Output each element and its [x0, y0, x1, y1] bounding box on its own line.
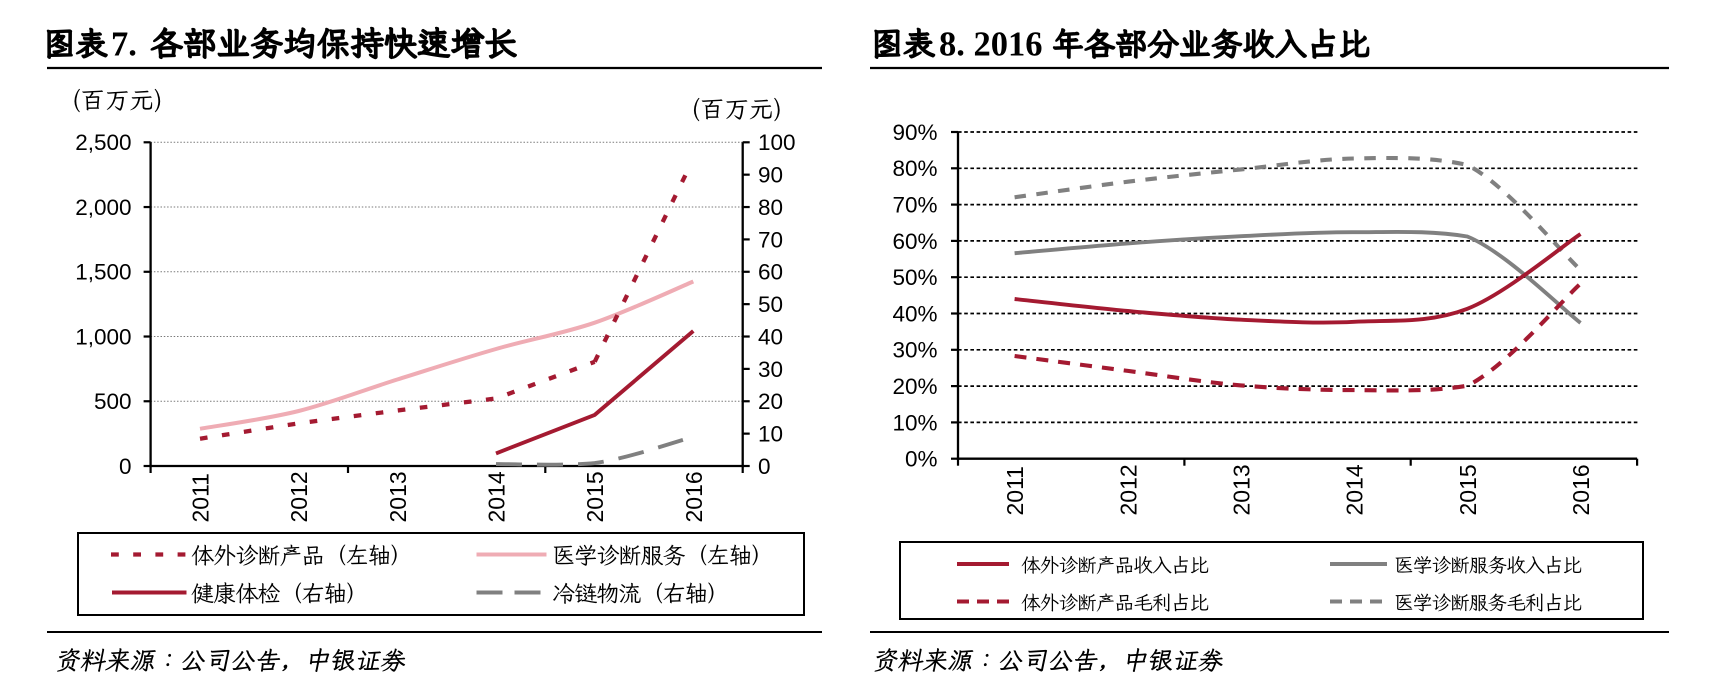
svg-text:0: 0	[119, 454, 132, 479]
svg-text:2015: 2015	[1455, 464, 1481, 515]
svg-text:90: 90	[758, 163, 783, 188]
svg-text:60: 60	[758, 260, 783, 285]
svg-text:80%: 80%	[892, 156, 937, 181]
svg-text:0%: 0%	[905, 447, 938, 472]
svg-text:2012: 2012	[1115, 464, 1141, 515]
svg-text:1,500: 1,500	[75, 260, 131, 285]
svg-text:40%: 40%	[892, 301, 937, 326]
svg-text:40: 40	[758, 324, 783, 349]
svg-text:8. 2016: 8. 2016	[939, 26, 1043, 64]
svg-text:100: 100	[758, 130, 796, 155]
svg-text:30: 30	[758, 357, 783, 382]
svg-text:60%: 60%	[892, 229, 937, 254]
svg-text:10%: 10%	[892, 410, 937, 435]
svg-text:500: 500	[94, 389, 132, 414]
svg-text:70: 70	[758, 227, 783, 252]
svg-text:2015: 2015	[582, 471, 608, 522]
svg-text:20%: 20%	[892, 374, 937, 399]
svg-text:2012: 2012	[286, 471, 312, 522]
svg-text:20: 20	[758, 389, 783, 414]
svg-text:7.: 7.	[111, 26, 137, 64]
svg-text:2013: 2013	[385, 471, 411, 522]
svg-text:2016: 2016	[1568, 464, 1594, 515]
svg-text:50: 50	[758, 292, 783, 317]
svg-text:2011: 2011	[1002, 466, 1028, 515]
svg-text:2014: 2014	[1342, 464, 1368, 515]
svg-text:2,000: 2,000	[75, 195, 131, 220]
svg-text:2011: 2011	[188, 473, 214, 522]
svg-text:80: 80	[758, 195, 783, 220]
svg-text:2016: 2016	[681, 471, 707, 522]
svg-text:2014: 2014	[484, 471, 510, 522]
svg-text:0: 0	[758, 454, 771, 479]
svg-text:2013: 2013	[1229, 464, 1255, 515]
svg-text:90%: 90%	[892, 120, 937, 145]
svg-text:30%: 30%	[892, 338, 937, 363]
svg-text:2,500: 2,500	[75, 130, 131, 155]
svg-text:50%: 50%	[892, 265, 937, 290]
svg-text:10: 10	[758, 422, 783, 447]
svg-text:1,000: 1,000	[75, 324, 131, 349]
svg-text:70%: 70%	[892, 193, 937, 218]
